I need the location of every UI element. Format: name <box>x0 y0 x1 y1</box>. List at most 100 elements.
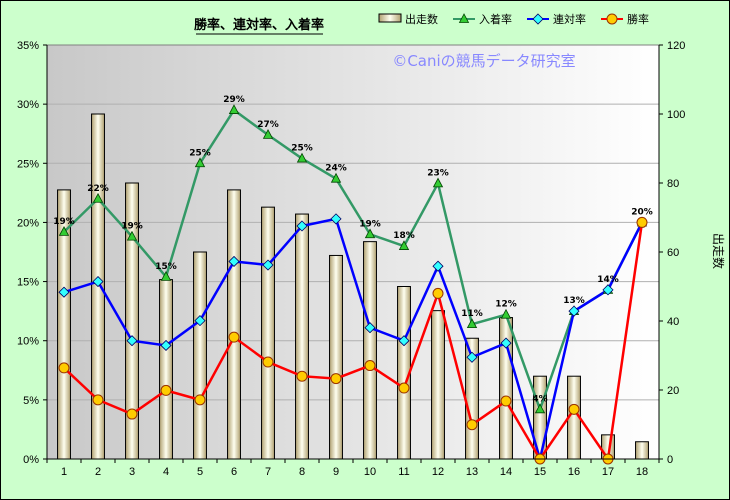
circle-marker <box>500 395 512 407</box>
circle-marker <box>568 403 580 415</box>
diamond-marker <box>364 322 376 334</box>
chart-title: 勝率、連対率、入着率 <box>194 17 324 33</box>
legend-swatch-bar <box>378 13 402 23</box>
right-tick-label: 20 <box>667 385 679 397</box>
triangle-marker <box>262 129 274 139</box>
triangle-marker <box>58 226 70 236</box>
data-label: 25% <box>291 144 313 154</box>
diamond-marker <box>466 351 478 363</box>
bar <box>193 251 207 460</box>
data-label: 11% <box>461 309 483 319</box>
circle-marker <box>606 13 618 25</box>
data-label: 20% <box>631 207 653 217</box>
triangle-marker <box>92 192 104 203</box>
x-tick-label: 10 <box>364 466 376 478</box>
right-tick-label: 0 <box>667 454 673 466</box>
circle-marker <box>58 362 70 374</box>
left-tick-label: 35% <box>17 40 39 52</box>
triangle-marker <box>330 172 342 183</box>
left-tick-label: 0% <box>23 454 39 466</box>
legend-label: 入着率 <box>479 12 512 26</box>
circle-marker <box>296 370 308 382</box>
bar <box>363 241 377 460</box>
triangle-marker <box>500 308 512 319</box>
circle-marker <box>228 331 240 343</box>
x-tick-label: 7 <box>265 466 271 478</box>
x-tick-label: 17 <box>602 466 614 478</box>
data-label: 12% <box>495 300 517 310</box>
data-label: 4% <box>532 394 547 404</box>
bar <box>159 279 173 460</box>
legend-label: 勝率 <box>627 12 649 26</box>
x-tick-label: 16 <box>568 466 580 478</box>
right-tick-label: 100 <box>667 109 685 121</box>
left-tick-label: 5% <box>23 395 39 407</box>
triangle-marker <box>160 270 172 281</box>
triangle-marker <box>432 177 444 188</box>
data-label: 25% <box>189 148 211 158</box>
x-tick-label: 8 <box>299 466 305 478</box>
circle-marker <box>466 419 478 431</box>
diamond-marker <box>58 286 70 298</box>
right-axis-title: 出走数 <box>711 233 726 269</box>
right-tick-label: 40 <box>667 316 679 328</box>
data-label: 22% <box>87 184 109 194</box>
x-tick-label: 14 <box>500 466 512 478</box>
data-label: 19% <box>359 219 381 229</box>
right-tick-label: 80 <box>667 178 679 190</box>
bar <box>329 254 343 460</box>
series-line <box>63 222 644 463</box>
circle-marker <box>636 216 648 228</box>
right-tick-label: 120 <box>667 40 685 52</box>
triangle-marker <box>458 13 470 23</box>
diamond-marker <box>92 276 104 288</box>
x-tick-label: 3 <box>129 466 135 478</box>
diamond-marker <box>262 259 274 271</box>
left-tick-label: 25% <box>17 158 39 170</box>
bar <box>295 213 309 460</box>
bar <box>431 310 445 460</box>
line-series <box>63 108 644 464</box>
triangle-marker <box>364 228 376 239</box>
triangle-marker <box>534 403 546 414</box>
diamond-marker <box>398 335 410 347</box>
data-label: 15% <box>155 262 177 272</box>
data-label: 14% <box>597 275 619 285</box>
circle-marker <box>126 408 138 420</box>
legend-label: 出走数 <box>405 12 438 26</box>
legend: 出走数 入着率 連対率 勝率 <box>378 12 649 26</box>
x-tick-label: 18 <box>636 466 648 478</box>
data-labels: 19% 22% 19% 15% 25% 29% 27% 25% 24% 19% 18% 23% 11% 1… <box>53 95 653 404</box>
x-tick-label: 9 <box>333 466 339 478</box>
x-tick-label: 4 <box>163 466 169 478</box>
diamond-marker <box>532 13 544 25</box>
diamond-marker <box>500 337 512 349</box>
bar <box>261 206 275 460</box>
data-label: 27% <box>257 120 279 130</box>
circle-marker <box>194 394 206 406</box>
triangle-marker <box>228 104 240 114</box>
x-tick-label: 13 <box>466 466 478 478</box>
x-tick-label: 6 <box>231 466 237 478</box>
data-label: 23% <box>427 168 449 178</box>
circle-marker <box>398 382 410 394</box>
right-tick-label: 60 <box>667 247 679 259</box>
diamond-marker <box>602 284 614 296</box>
x-tick-label: 5 <box>197 466 203 478</box>
diamond-marker <box>432 260 444 272</box>
diamond-marker <box>296 220 308 232</box>
bar <box>635 441 649 460</box>
circle-marker <box>364 360 376 372</box>
x-tick-label: 2 <box>95 466 101 478</box>
left-tick-label: 20% <box>17 217 39 229</box>
data-label: 19% <box>53 217 75 227</box>
circle-marker <box>262 356 274 368</box>
diamond-marker <box>126 335 138 347</box>
data-label: 24% <box>325 164 347 174</box>
circle-marker <box>92 394 104 406</box>
diamond-marker <box>194 315 206 327</box>
left-tick-label: 10% <box>17 336 39 348</box>
